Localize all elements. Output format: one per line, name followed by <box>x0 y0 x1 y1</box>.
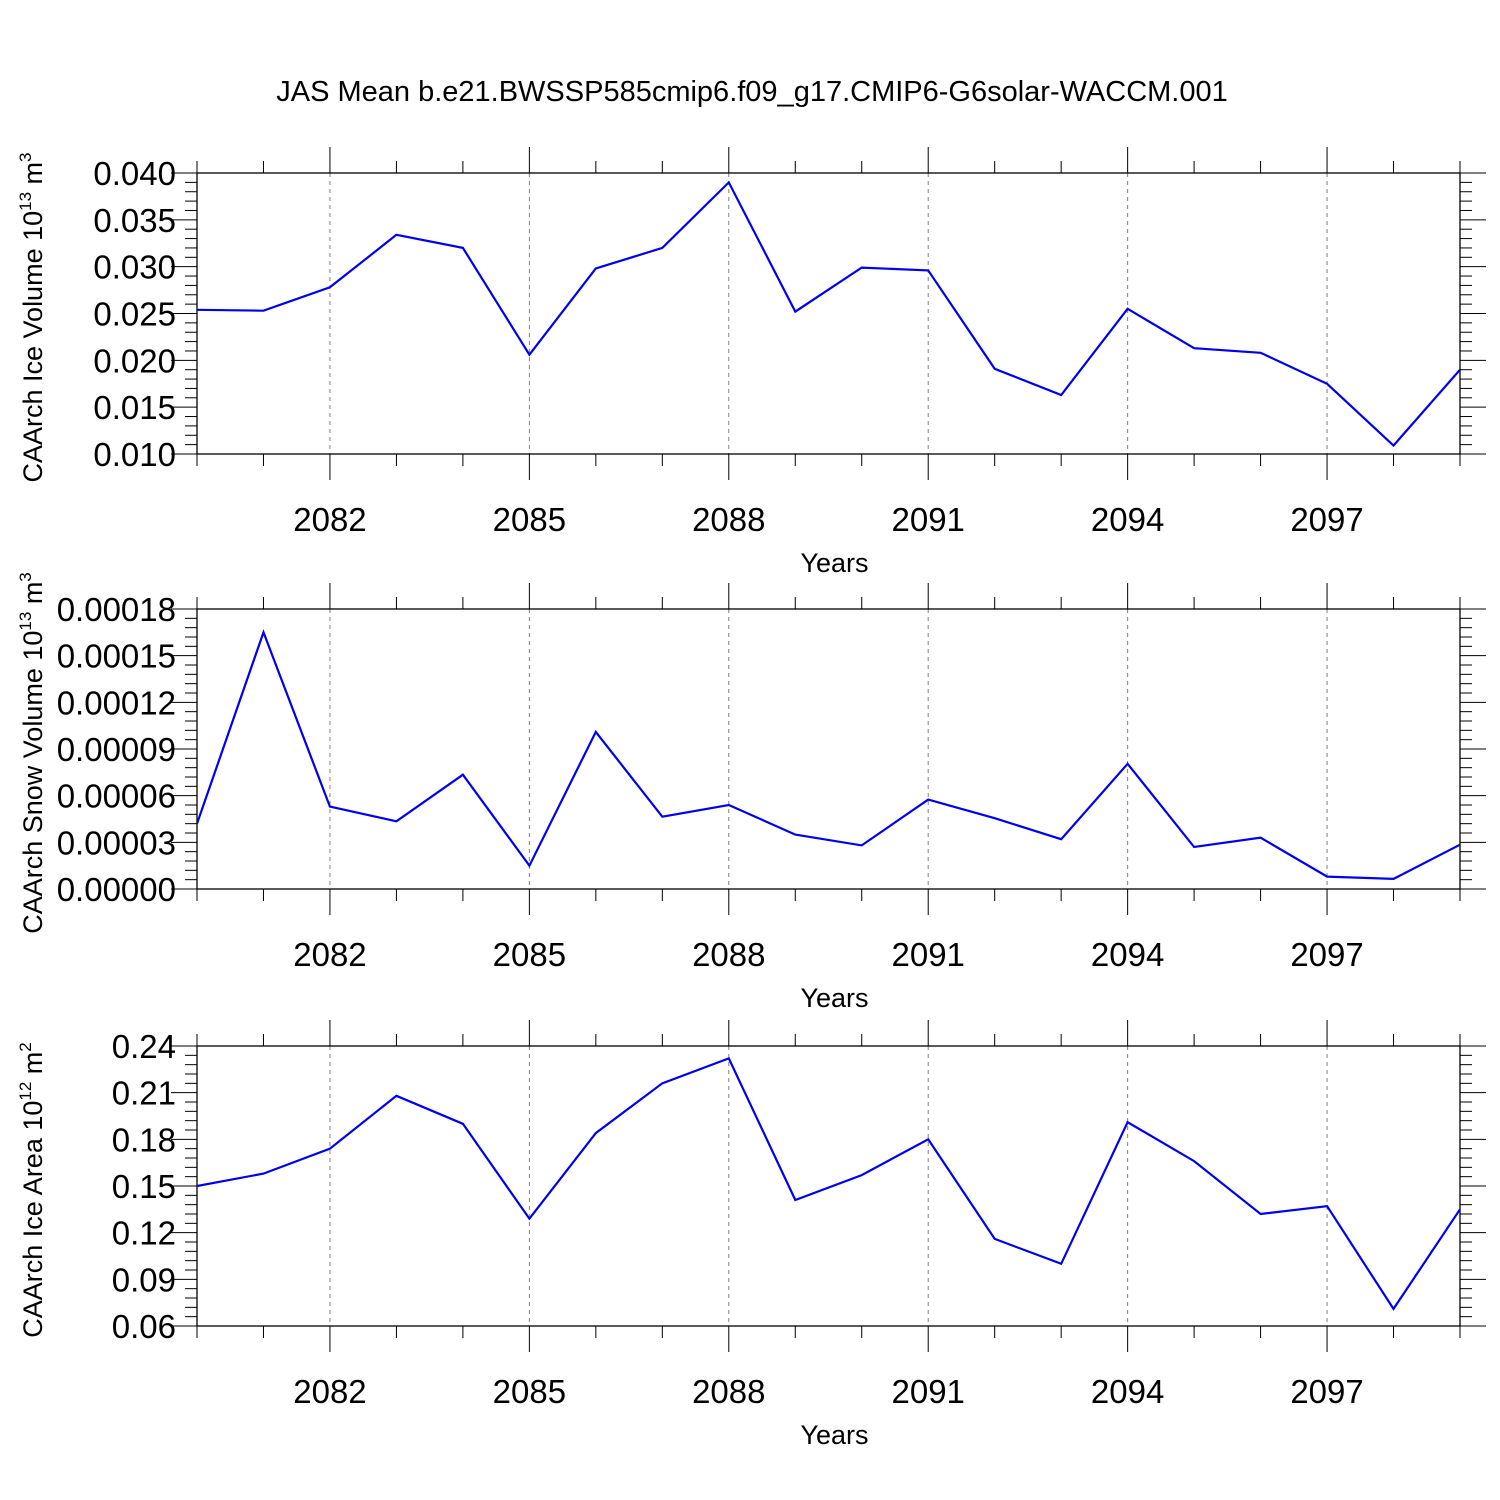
ice-volume-y-tick-label: 0.035 <box>93 202 176 239</box>
ice-area-y-tick-label: 0.21 <box>112 1075 176 1112</box>
ice-area-y-tick-label: 0.15 <box>112 1168 176 1205</box>
snow-volume-y-tick-label: 0.00000 <box>57 871 176 908</box>
ice-area-x-tick-label: 2097 <box>1290 1373 1363 1410</box>
snow-volume-panel: 2082 2085 2088 2091 2094 2097 Years 0.00000 0.00… <box>16 572 1486 1013</box>
snow-volume-y-tick-label: 0.00006 <box>57 778 176 815</box>
ice-volume-x-tick-label: 2094 <box>1091 501 1164 538</box>
snow-volume-x-tick-label: 2082 <box>293 936 366 973</box>
ice-volume-plot-frame <box>196 172 1461 455</box>
ice-area-y-tick-label: 0.24 <box>112 1028 176 1065</box>
snow-volume-y-tick-label: 0.00012 <box>57 684 176 721</box>
snow-volume-y-tick-label: 0.00003 <box>57 824 176 861</box>
ice-volume-y-tick-label: 0.010 <box>93 436 176 473</box>
snow-volume-x-axis-label: Years <box>800 983 868 1013</box>
ice-area-panel: 2082 2085 2088 2091 2094 2097 Years 0.06 0.09 0.1… <box>16 1020 1486 1450</box>
snow-volume-plot-frame <box>196 608 1461 890</box>
figure-title: JAS Mean b.e21.BWSSP585cmip6.f09_g17.CMI… <box>276 76 1228 108</box>
ice-area-y-axis-label: CAArch Ice Area 1012 m2 <box>16 1042 48 1338</box>
ice-volume-x-tick-label: 2097 <box>1290 501 1363 538</box>
ice-area-y-tick-label: 0.12 <box>112 1215 176 1252</box>
ice-area-plot-frame <box>196 1045 1461 1327</box>
ice-volume-x-axis-label: Years <box>800 548 868 578</box>
ice-area-x-tick-label: 2085 <box>493 1373 566 1410</box>
ice-area-x-axis-label: Years <box>800 1420 868 1450</box>
ice-area-series-line <box>197 1057 1460 1311</box>
ice-area-x-tick-label: 2088 <box>692 1373 765 1410</box>
ice-volume-y-tick-label: 0.025 <box>93 296 176 333</box>
snow-volume-x-tick-label: 2085 <box>493 936 566 973</box>
ice-area-x-tick-label: 2091 <box>891 1373 964 1410</box>
snow-volume-x-tick-label: 2088 <box>692 936 765 973</box>
ice-area-y-tick-label: 0.18 <box>112 1121 176 1158</box>
snow-volume-y-tick-label: 0.00009 <box>57 731 176 768</box>
snow-volume-x-tick-label: 2091 <box>891 936 964 973</box>
ice-area-y-tick-label: 0.06 <box>112 1308 176 1345</box>
ice-volume-panel: 2082 2085 2088 2091 2094 2097 Years 0.010 0.015 0… <box>16 147 1486 578</box>
ice-volume-x-tick-label: 2085 <box>493 501 566 538</box>
snow-volume-x-tick-label: 2097 <box>1290 936 1363 973</box>
ice-volume-x-tick-label: 2091 <box>891 501 964 538</box>
ice-volume-y-tick-label: 0.020 <box>93 342 176 379</box>
snow-volume-y-tick-label: 0.00018 <box>57 591 176 628</box>
snow-volume-series-line <box>197 629 1460 881</box>
ice-volume-y-axis-label: CAArch Ice Volume 1013 m3 <box>16 152 48 482</box>
ice-volume-x-tick-label: 2082 <box>293 501 366 538</box>
ice-volume-x-tick-label: 2088 <box>692 501 765 538</box>
ice-area-y-tick-label: 0.09 <box>112 1261 176 1298</box>
ice-volume-y-tick-label: 0.015 <box>93 389 176 426</box>
snow-volume-x-tick-label: 2094 <box>1091 936 1164 973</box>
ice-volume-y-tick-label: 0.040 <box>93 155 176 192</box>
ice-volume-series-line <box>197 180 1460 448</box>
snow-volume-y-tick-label: 0.00015 <box>57 638 176 675</box>
ice-area-x-tick-label: 2082 <box>293 1373 366 1410</box>
snow-volume-y-axis-label: CAArch Snow Volume 1013 m3 <box>16 572 48 934</box>
ice-volume-y-tick-label: 0.030 <box>93 249 176 286</box>
ice-area-x-tick-label: 2094 <box>1091 1373 1164 1410</box>
